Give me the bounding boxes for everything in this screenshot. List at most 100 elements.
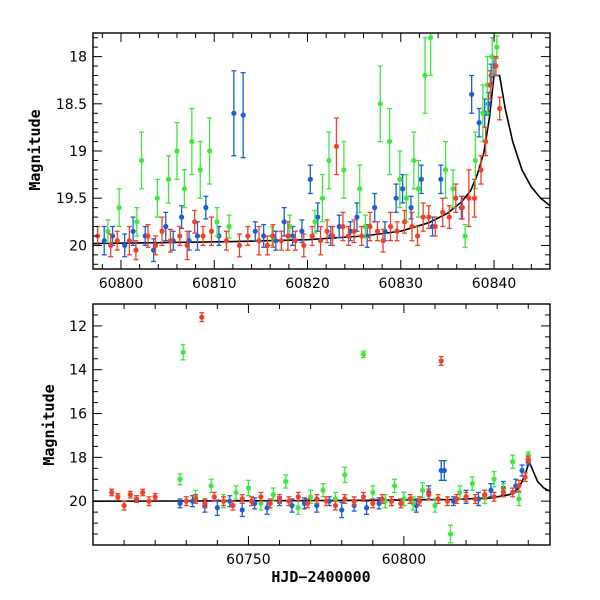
data-point-green <box>397 176 403 182</box>
data-point-red <box>360 494 367 500</box>
data-point-green <box>415 186 422 192</box>
data-point-red <box>446 214 452 220</box>
data-point-red <box>426 492 432 498</box>
data-point-blue <box>354 214 360 220</box>
data-point-red <box>440 209 446 215</box>
data-point-red <box>471 195 478 201</box>
data-point-red <box>332 502 339 509</box>
data-point-red <box>317 238 324 244</box>
data-point-red <box>438 358 444 364</box>
data-point-red <box>374 228 381 234</box>
data-point-green <box>332 496 339 502</box>
data-point-red <box>398 500 404 506</box>
data-point-green <box>442 167 449 173</box>
data-point-red <box>239 496 245 502</box>
data-point-red <box>359 233 365 239</box>
data-point-green <box>428 35 434 41</box>
data-point-blue <box>418 176 424 182</box>
data-point-green <box>360 351 367 357</box>
data-point-red <box>472 496 478 502</box>
data-point-red <box>256 238 262 244</box>
data-point-red <box>292 238 298 244</box>
data-point-red <box>199 314 205 320</box>
data-point-red <box>493 63 499 69</box>
data-point-red <box>133 496 140 502</box>
data-point-red <box>258 494 264 500</box>
data-point-red <box>192 219 198 225</box>
data-point-blue <box>122 242 128 248</box>
data-point-green <box>154 195 160 201</box>
data-point-blue <box>239 507 245 513</box>
data-point-blue <box>400 186 406 192</box>
panel-data-area <box>93 312 550 544</box>
data-point-blue <box>314 502 320 509</box>
data-point-green <box>165 176 172 182</box>
data-point-blue <box>469 91 475 97</box>
panel-data-area <box>93 33 550 263</box>
data-point-red <box>466 195 472 201</box>
y-tick-label: 14 <box>69 363 87 379</box>
data-point-red <box>230 502 236 509</box>
data-point-red <box>236 242 243 248</box>
data-point-red <box>500 489 506 496</box>
data-point-blue <box>438 176 444 182</box>
data-point-red <box>416 498 423 504</box>
y-tick-label: 19.5 <box>56 191 87 207</box>
data-point-green <box>362 223 368 230</box>
data-point-red <box>370 500 376 506</box>
data-point-red <box>109 489 115 496</box>
data-point-red <box>220 498 227 504</box>
panel-top: 60800 60810 60820 60830 60840 18 18.5 19 19.5 20 <box>56 32 551 292</box>
data-point-red <box>192 496 199 502</box>
data-point-red <box>267 500 273 506</box>
data-point-blue <box>307 176 313 182</box>
data-point-red <box>487 82 493 88</box>
y-tick-label: 20 <box>69 494 87 510</box>
data-point-green <box>422 72 428 79</box>
data-point-green <box>403 195 409 201</box>
data-point-red <box>394 228 400 234</box>
data-point-blue <box>240 112 246 118</box>
data-point-red <box>340 223 346 230</box>
data-point-blue <box>163 223 169 230</box>
data-point-green <box>214 219 220 225</box>
data-point-red <box>323 498 329 504</box>
data-point-red <box>453 195 459 201</box>
data-point-red <box>454 496 460 502</box>
data-point-green <box>116 205 122 211</box>
data-point-red <box>314 496 320 502</box>
data-point-red <box>264 242 271 248</box>
data-point-green <box>491 476 497 482</box>
data-point-blue <box>408 205 414 211</box>
data-point-blue <box>231 110 237 116</box>
data-point-red <box>285 233 291 239</box>
data-point-green <box>138 157 145 164</box>
data-point-red <box>380 238 386 244</box>
data-point-blue <box>363 505 370 511</box>
data-point-red <box>387 223 394 230</box>
data-point-red <box>183 498 189 504</box>
data-point-green <box>516 496 522 502</box>
data-point-red <box>463 494 469 500</box>
x-tick-label: 60800 <box>382 552 427 568</box>
data-point-green <box>410 500 416 506</box>
data-point-red <box>420 214 426 220</box>
bottom-ylabel: Magnitude <box>40 384 58 465</box>
data-point-green <box>283 478 289 485</box>
data-point-red <box>202 500 208 506</box>
data-point-red <box>159 228 165 234</box>
data-point-green <box>245 485 252 491</box>
data-point-blue <box>393 195 399 201</box>
data-point-red <box>304 500 311 506</box>
data-point-red <box>516 483 522 489</box>
y-tick-label: 18 <box>69 50 87 66</box>
x-tick-label: 60840 <box>472 276 517 292</box>
data-point-green <box>197 167 203 173</box>
data-point-green <box>450 186 456 192</box>
data-point-red <box>248 498 255 504</box>
data-point-blue <box>273 238 279 244</box>
data-point-green <box>189 138 195 145</box>
data-point-green <box>377 101 383 107</box>
x-tick-label: 60810 <box>192 276 237 292</box>
